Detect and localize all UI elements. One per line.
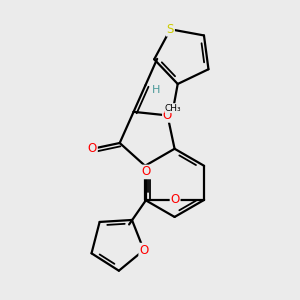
Text: O: O bbox=[88, 142, 97, 155]
Text: CH₃: CH₃ bbox=[165, 103, 181, 112]
Text: S: S bbox=[167, 23, 174, 36]
Text: O: O bbox=[170, 194, 180, 206]
Text: H: H bbox=[152, 85, 160, 95]
Text: O: O bbox=[142, 165, 151, 178]
Text: O: O bbox=[139, 244, 148, 256]
Text: O: O bbox=[163, 109, 172, 122]
